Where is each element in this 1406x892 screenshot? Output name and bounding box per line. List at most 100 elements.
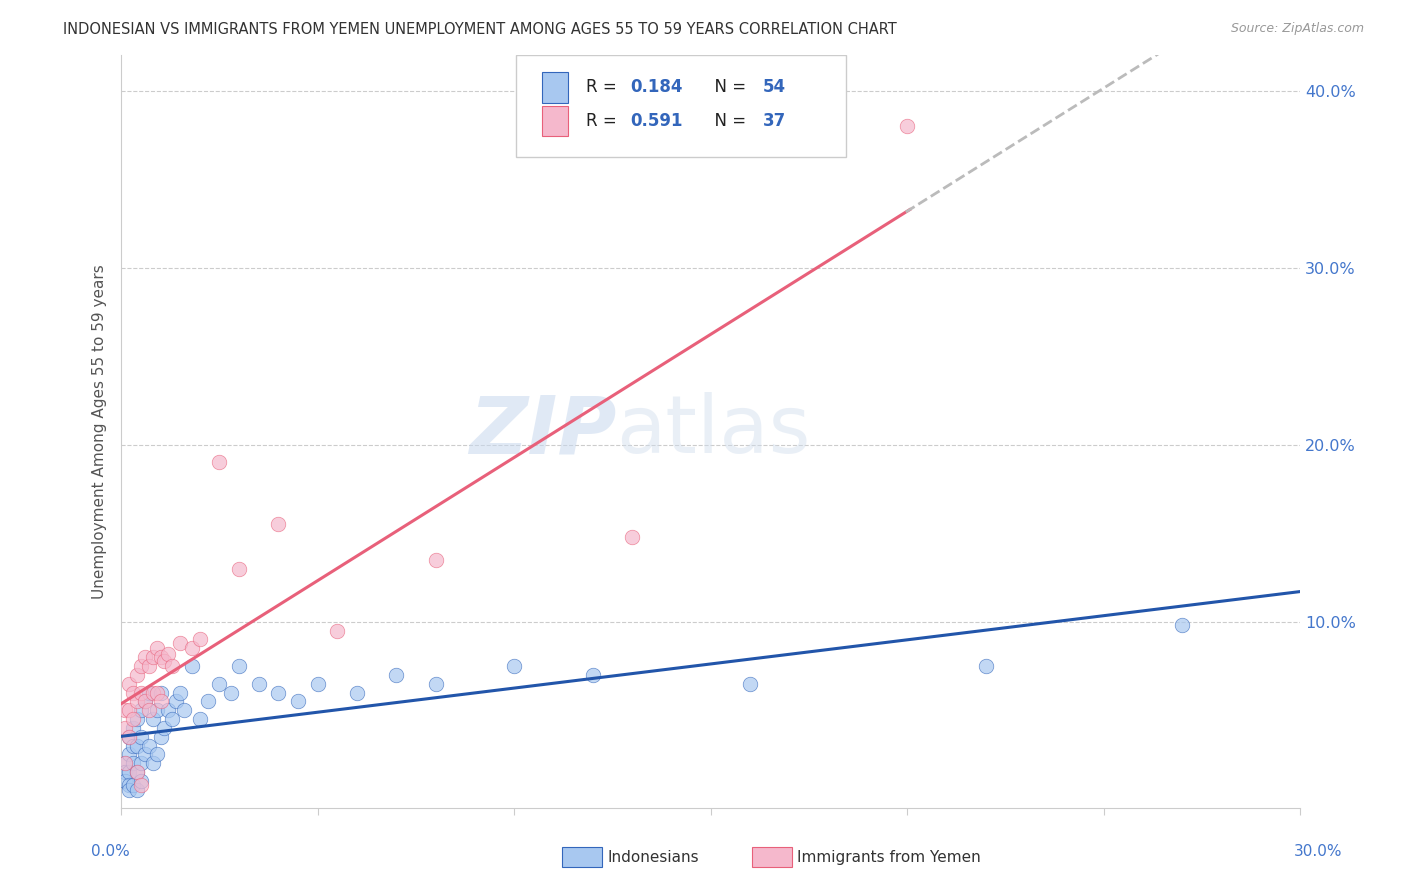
Point: [122, 756, 145, 771]
Point: [896, 119, 918, 133]
Point: [153, 721, 176, 735]
Point: [118, 783, 141, 797]
Point: [145, 685, 167, 699]
Text: R =: R =: [586, 112, 621, 129]
Point: [738, 676, 761, 690]
Point: [125, 694, 148, 708]
Text: ZIP: ZIP: [470, 392, 616, 470]
Point: [114, 703, 136, 717]
Point: [134, 694, 156, 708]
Point: [219, 685, 242, 699]
Point: [142, 756, 165, 771]
Point: [385, 668, 408, 682]
Point: [188, 712, 211, 726]
Point: [114, 721, 136, 735]
Point: [138, 659, 160, 673]
Text: Source: ZipAtlas.com: Source: ZipAtlas.com: [1230, 22, 1364, 36]
Text: 54: 54: [762, 78, 786, 96]
Point: [118, 676, 141, 690]
Point: [118, 747, 141, 762]
Point: [582, 668, 605, 682]
Point: [134, 747, 156, 762]
Text: N =: N =: [703, 78, 751, 96]
Point: [173, 703, 195, 717]
Text: 37: 37: [762, 112, 786, 129]
Point: [138, 739, 160, 753]
Point: [142, 650, 165, 665]
Point: [118, 703, 141, 717]
Point: [129, 778, 152, 792]
Point: [125, 739, 148, 753]
Point: [267, 685, 290, 699]
Point: [142, 685, 165, 699]
Point: [621, 530, 644, 544]
Point: [149, 685, 172, 699]
Text: R =: R =: [586, 78, 621, 96]
Point: [208, 455, 231, 469]
Point: [247, 676, 270, 690]
Point: [149, 650, 172, 665]
Point: [114, 756, 136, 771]
Point: [162, 712, 184, 726]
Text: 0.184: 0.184: [630, 78, 683, 96]
Point: [125, 668, 148, 682]
Text: 30.0%: 30.0%: [1295, 845, 1343, 859]
Point: [165, 694, 187, 708]
Point: [134, 650, 156, 665]
Point: [188, 632, 211, 647]
Point: [974, 659, 997, 673]
Point: [122, 739, 145, 753]
Text: N =: N =: [703, 112, 751, 129]
Point: [138, 703, 160, 717]
Point: [503, 659, 526, 673]
Point: [125, 765, 148, 780]
Bar: [543, 105, 568, 136]
Point: [125, 765, 148, 780]
Point: [114, 765, 136, 780]
Point: [149, 730, 172, 744]
Point: [307, 676, 329, 690]
Text: Immigrants from Yemen: Immigrants from Yemen: [797, 850, 981, 864]
Point: [228, 659, 250, 673]
Point: [157, 703, 180, 717]
Point: [129, 659, 152, 673]
Point: [425, 553, 447, 567]
Point: [129, 703, 152, 717]
Point: [118, 778, 141, 792]
Text: 0.591: 0.591: [630, 112, 683, 129]
Point: [169, 685, 191, 699]
Point: [114, 774, 136, 789]
Point: [142, 712, 165, 726]
Point: [149, 694, 172, 708]
Point: [157, 647, 180, 661]
Text: atlas: atlas: [616, 392, 811, 470]
Point: [118, 765, 141, 780]
Point: [138, 685, 160, 699]
Point: [129, 774, 152, 789]
Point: [145, 641, 167, 656]
Text: INDONESIAN VS IMMIGRANTS FROM YEMEN UNEMPLOYMENT AMONG AGES 55 TO 59 YEARS CORRE: INDONESIAN VS IMMIGRANTS FROM YEMEN UNEM…: [63, 22, 897, 37]
Point: [122, 712, 145, 726]
Point: [114, 756, 136, 771]
Point: [169, 636, 191, 650]
Point: [129, 730, 152, 744]
Y-axis label: Unemployment Among Ages 55 to 59 years: Unemployment Among Ages 55 to 59 years: [93, 264, 107, 599]
Point: [118, 730, 141, 744]
Point: [122, 721, 145, 735]
Point: [129, 685, 152, 699]
Bar: [543, 72, 568, 103]
Point: [228, 561, 250, 575]
Point: [346, 685, 368, 699]
Point: [122, 778, 145, 792]
Point: [118, 730, 141, 744]
Point: [1171, 618, 1194, 632]
Text: 0.0%: 0.0%: [91, 845, 131, 859]
Point: [162, 659, 184, 673]
Point: [125, 783, 148, 797]
Point: [153, 654, 176, 668]
Point: [145, 703, 167, 717]
Point: [122, 685, 145, 699]
Point: [425, 676, 447, 690]
Point: [287, 694, 309, 708]
FancyBboxPatch shape: [516, 55, 846, 157]
